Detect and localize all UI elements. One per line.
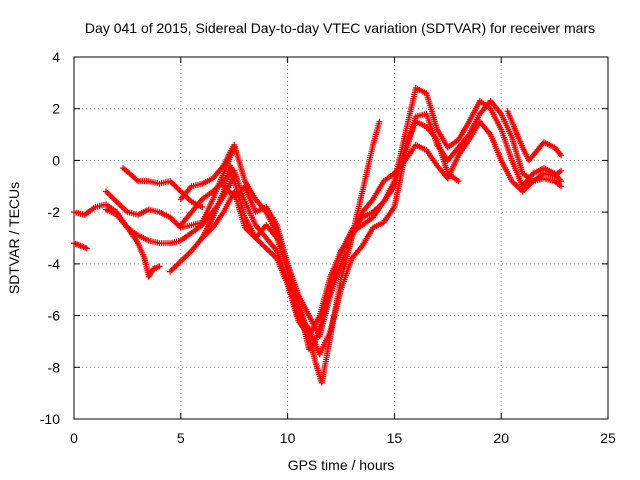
- data-point-marker: [83, 245, 90, 252]
- y-tick-label: -10: [40, 411, 60, 427]
- x-tick-label: 25: [600, 430, 616, 446]
- plot-area: [71, 85, 565, 386]
- axis-ticks: 0 5 10 15 20 25 -10 -8 -6 -4 -2 0 2 4: [40, 49, 616, 446]
- y-tick-label: -8: [48, 359, 61, 375]
- x-tick-label: 5: [177, 430, 185, 446]
- data-point-marker: [558, 152, 565, 159]
- x-tick-label: 10: [280, 430, 296, 446]
- data-point-marker: [558, 167, 565, 174]
- series-8: [177, 97, 565, 358]
- y-tick-label: 0: [52, 152, 60, 168]
- plot-frame: [73, 56, 609, 420]
- y-axis-label: SDTVAR / TECUs: [6, 182, 22, 294]
- x-tick-label: 15: [387, 430, 403, 446]
- series-3: [120, 165, 206, 210]
- data-point-marker: [558, 178, 565, 185]
- data-point-marker: [376, 118, 383, 125]
- y-tick-label: 2: [52, 101, 60, 117]
- series-11: [231, 118, 462, 340]
- series-9: [199, 118, 383, 386]
- y-tick-label: -4: [48, 256, 61, 272]
- data-point-marker: [455, 178, 462, 185]
- x-tick-label: 20: [493, 430, 509, 446]
- series-12: [504, 108, 565, 164]
- data-point-marker: [199, 203, 206, 210]
- data-point-marker: [558, 183, 565, 190]
- x-axis-label: GPS time / hours: [288, 457, 395, 473]
- series-1: [71, 240, 90, 252]
- y-tick-label: -6: [48, 308, 61, 324]
- data-point-marker: [156, 263, 163, 270]
- x-tick-label: 0: [70, 430, 78, 446]
- y-tick-label: 4: [52, 49, 60, 65]
- chart-title: Day 041 of 2015, Sidereal Day-to-day VTE…: [85, 20, 595, 36]
- grid-lines: [74, 57, 608, 419]
- y-tick-label: -2: [48, 204, 61, 220]
